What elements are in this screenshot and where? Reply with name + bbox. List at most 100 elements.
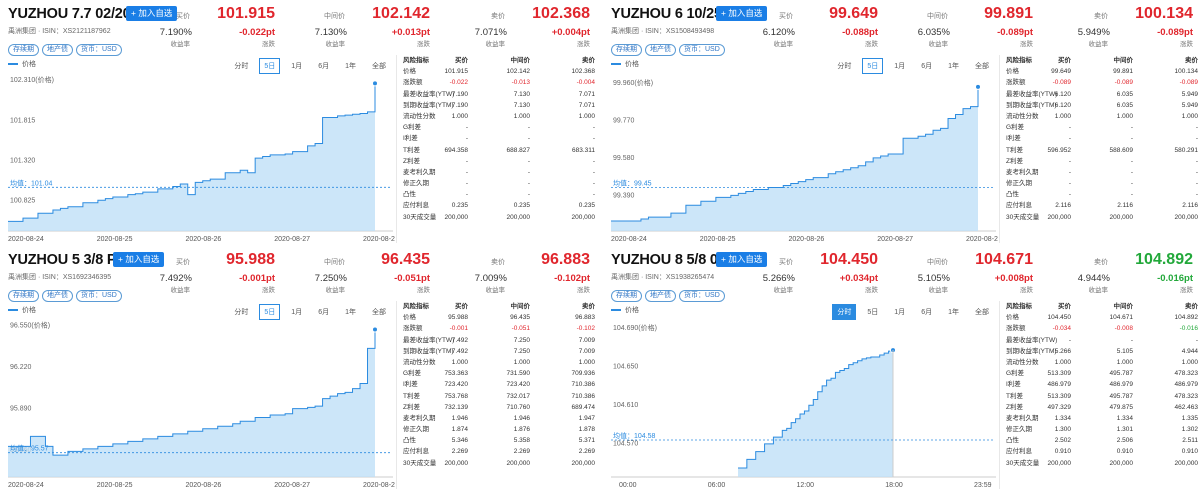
period-tab[interactable]: 分时 [234,309,249,316]
period-tab[interactable]: 分时 [832,304,857,320]
risk-cell: 1.000 [1116,358,1133,366]
last-price-dot [975,83,981,90]
bond-tag[interactable]: 货币：USD [679,44,725,56]
bond-tag[interactable]: 存续期 [8,290,39,302]
y-tick-label: 104.570 [613,441,638,448]
period-tab[interactable]: 1月 [894,309,906,316]
period-tab[interactable]: 全部 [975,63,989,70]
bond-tag[interactable]: 存续期 [8,44,39,56]
risk-cell: 凸性 [403,437,416,445]
bond-tag[interactable]: 货币：USD [76,290,122,302]
period-tab[interactable]: 全部 [372,63,386,70]
risk-cell: 100.134 [1174,68,1199,76]
period-tab[interactable]: 6月 [318,63,330,70]
risk-cell: 流动性分数 [403,358,436,366]
add-to-watchlist-button[interactable]: + 加入自选 [716,6,768,21]
risk-cell: 0.910 [1054,448,1071,456]
risk-cell: 200,000 [571,213,596,221]
x-tick-label: 2020-08-27 [877,236,913,243]
risk-cell: 麦考利久期 [1006,414,1039,422]
change-label: 涨跌 [1180,287,1193,294]
header-cell: 卖价 [1185,303,1198,310]
bond-tag[interactable]: 地产债 [42,44,73,56]
period-tab[interactable]: 1年 [345,309,356,316]
period-tab[interactable]: 6月 [921,63,933,70]
quote-price: 102.368 [532,5,590,22]
bond-tag[interactable]: 地产债 [645,44,676,56]
period-tab[interactable]: 5日 [867,309,879,316]
risk-cell: 1.335 [1181,414,1198,422]
y-tick-label: 99.390 [613,192,635,199]
risk-cell: 1.000 [513,112,530,120]
risk-cell: 7.071 [578,101,595,109]
risk-cell: I利差 [1006,135,1021,143]
header-cell: 中间价 [1113,57,1134,64]
quote-change: +0.008pt [994,273,1033,284]
bond-tag[interactable]: 货币：USD [679,290,725,302]
change-label: 涨跌 [1020,41,1033,48]
risk-cell: -0.022 [449,79,468,87]
risk-row: T利差 513.309 495.787 478.323 [1002,391,1201,402]
period-tab[interactable]: 1年 [948,309,959,316]
quote-bid: 买价 99.649 6.120% -0.088pt 收益率 涨跌 [733,0,883,50]
risk-cell: 1.000 [1181,358,1198,366]
quote-change: -0.051pt [394,273,430,284]
bond-tag[interactable]: 存续期 [611,290,642,302]
risk-cell: 1.000 [578,112,595,120]
period-tab[interactable]: 5日 [259,58,281,74]
header-cell: 买价 [455,57,468,64]
period-tab[interactable]: 全部 [975,309,989,316]
period-tab[interactable]: 1月 [291,309,303,316]
header-cell: 中间价 [510,303,531,310]
period-tab[interactable]: 5日 [259,304,281,320]
period-tab[interactable]: 1年 [345,63,356,70]
risk-table: 风险指标 买价 中间价 卖价 价格 104.450 104.671 104.892 涨跌额 -0.… [1002,301,1201,489]
y-tick-label: 104.610 [613,402,638,409]
period-tab[interactable]: 全部 [372,309,386,316]
risk-cell: - [592,157,595,165]
period-tab[interactable]: 1月 [291,63,303,70]
header-cell: 买价 [1058,57,1071,64]
period-tab[interactable]: 6月 [921,309,933,316]
risk-cell: 1.878 [578,426,595,434]
risk-row: 凸性 2.502 2.506 2.511 [1002,435,1201,446]
risk-cell: 修正久期 [403,180,429,188]
add-to-watchlist-button[interactable]: + 加入自选 [126,6,178,21]
x-tick-label: 2020-08-28 [363,236,395,243]
period-tab[interactable]: 6月 [318,309,330,316]
x-tick-label: 2020-08-28 [966,236,998,243]
bond-tag[interactable]: 地产债 [645,290,676,302]
x-tick-label: 18:00 [885,482,903,489]
x-tick-label: 2020-08-27 [274,482,310,489]
yield-label: 收益率 [170,287,191,294]
risk-cell: 凸性 [1006,437,1019,445]
add-to-watchlist-button[interactable]: + 加入自选 [113,252,165,267]
period-tab[interactable]: 5日 [862,58,884,74]
change-label: 涨跌 [865,287,878,294]
x-tick-label: 2020-08-24 [611,236,647,243]
risk-cell: - [465,168,468,176]
add-to-watchlist-button[interactable]: + 加入自选 [716,252,768,267]
period-tab[interactable]: 分时 [234,63,249,70]
period-tab[interactable]: 分时 [837,63,852,70]
risk-row: G利差 - - - [399,122,598,133]
bond-tag[interactable]: 货币：USD [76,44,122,56]
risk-cell: -0.008 [1114,325,1133,333]
x-tick-label: 2020-08-25 [97,482,133,489]
risk-row: 凸性 5.346 5.358 5.371 [399,435,598,446]
bond-name: YUZHOU 6 10/25/23 [611,6,742,22]
bond-tag[interactable]: 地产债 [42,290,73,302]
bond-panel: YUZHOU 8 5/8 01/23/22 + 加入自选 禹洲集团 · ISIN：X… [603,246,1201,489]
risk-cell: 688.827 [506,146,531,154]
bond-tags: 存续期 地产债 货币：USD [611,284,728,302]
risk-cell: 588.609 [1109,146,1134,154]
quote-label: 买价 [779,259,793,266]
quote-ask: 卖价 104.892 4.944% -0.016pt 收益率 涨跌 [1048,246,1198,296]
period-tab[interactable]: 1月 [894,63,906,70]
price-area-fill [611,86,978,232]
risk-cell: 应付利息 [403,448,429,456]
bond-tag[interactable]: 存续期 [611,44,642,56]
average-label: 均值：101.04 [10,178,53,187]
period-tab[interactable]: 1年 [948,63,959,70]
bond-issuer-isin: 禹洲集团 · ISIN：XS1938265474 [611,274,715,281]
